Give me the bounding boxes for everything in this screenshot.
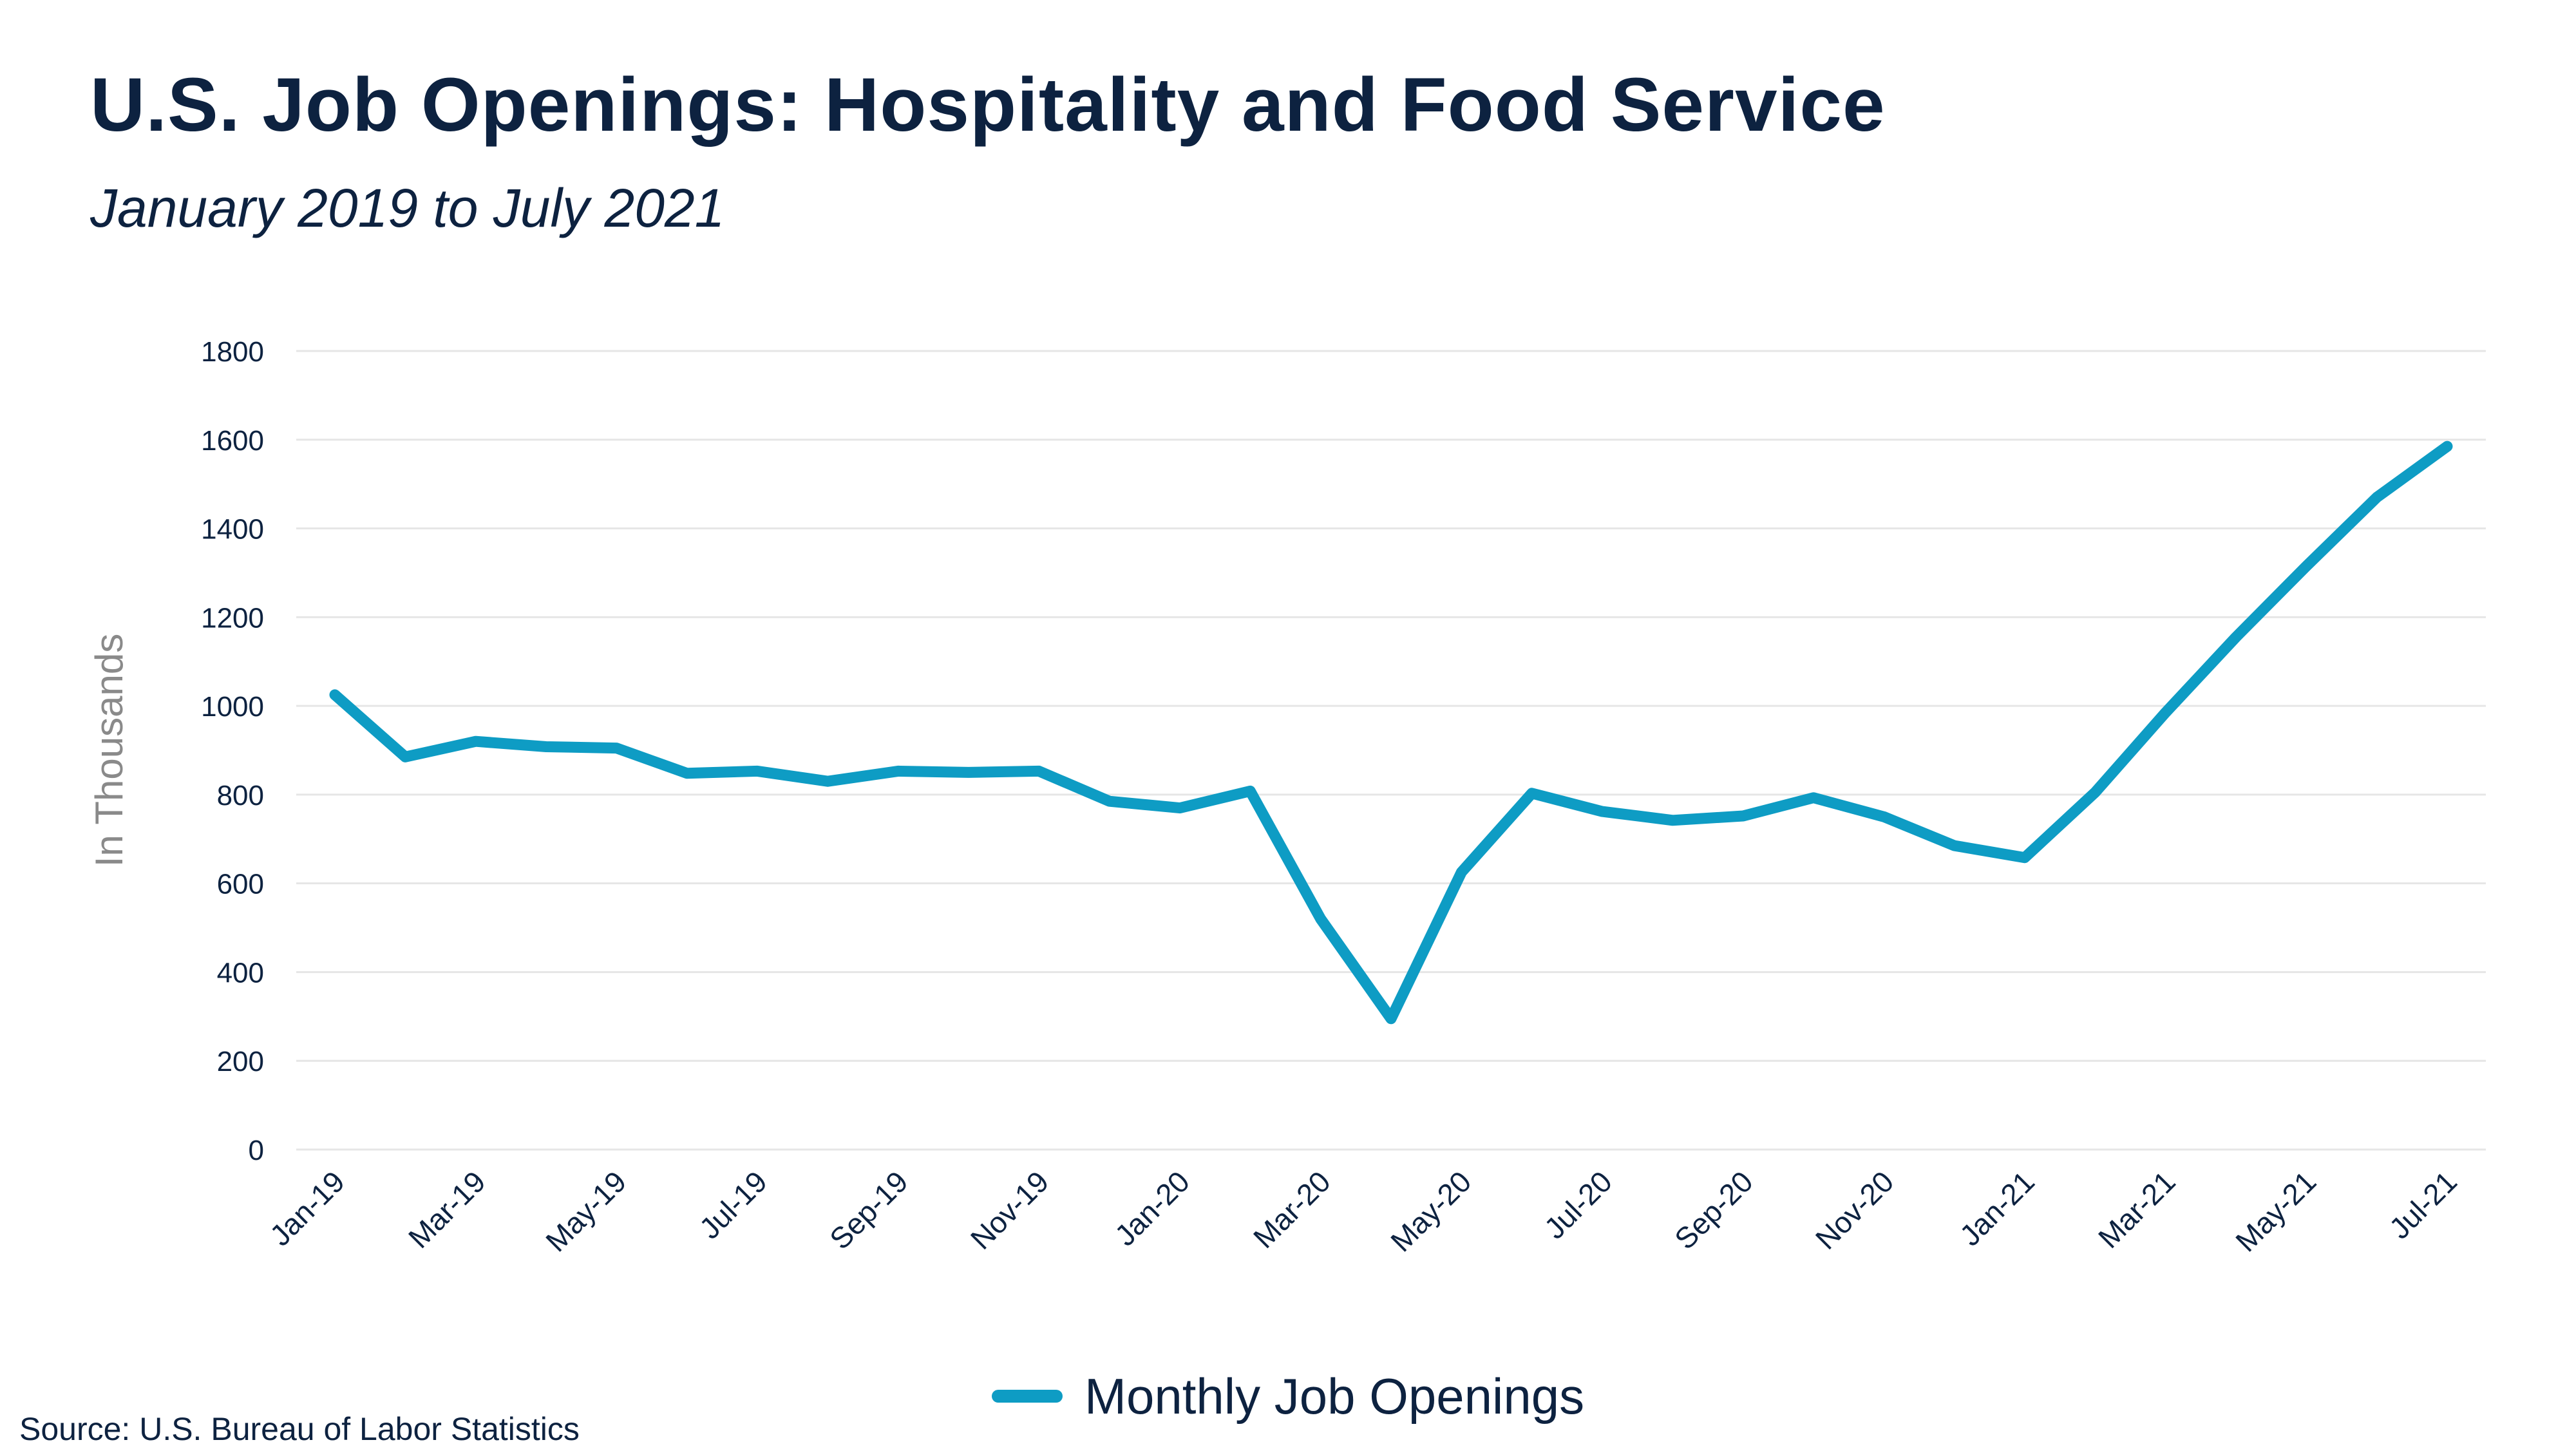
x-axis-ticks: Jan-19 Mar-19 May-19 Jul-19 Sep-19 Nov-19 Jan-… (263, 1164, 2463, 1258)
y-tick-label: 1400 (201, 514, 264, 545)
y-tick-label: 600 (217, 869, 264, 900)
x-tick-label: Nov-19 (964, 1164, 1056, 1256)
legend-swatch (992, 1390, 1063, 1403)
series-line (329, 440, 2453, 1025)
x-tick-label: May-19 (539, 1164, 632, 1258)
x-tick-label: Nov-20 (1809, 1164, 1900, 1256)
x-tick-label: May-20 (1384, 1164, 1477, 1258)
chart-title: U.S. Job Openings: Hospitality and Food … (90, 62, 1886, 147)
x-tick-label: Jul-19 (693, 1164, 773, 1245)
x-tick-label: Jan-20 (1108, 1164, 1196, 1252)
y-tick-label: 200 (217, 1046, 264, 1077)
source-note: Source: U.S. Bureau of Labor Statistics (19, 1411, 580, 1447)
x-tick-label: Jan-19 (263, 1164, 351, 1252)
y-tick-label: 1200 (201, 602, 264, 634)
x-tick-label: Jul-20 (1538, 1164, 1618, 1245)
x-tick-label: Mar-19 (402, 1164, 492, 1255)
y-tick-label: 800 (217, 780, 264, 811)
y-tick-label: 1000 (201, 691, 264, 723)
x-tick-label: Jan-21 (1953, 1164, 2041, 1252)
y-tick-label: 1600 (201, 425, 264, 457)
y-tick-label: 0 (249, 1135, 264, 1166)
line-chart: 0 200 400 600 800 1000 1200 1400 1600 1800 In Tho… (88, 336, 2486, 1258)
x-tick-label: Sep-20 (1668, 1164, 1759, 1256)
y-tick-label: 1800 (201, 336, 264, 368)
y-axis-label: In Thousands (88, 634, 131, 867)
chart-subtitle: January 2019 to July 2021 (90, 178, 725, 238)
x-tick-label: Mar-21 (2092, 1164, 2182, 1255)
series-group (329, 440, 2453, 1025)
x-tick-label: Jul-21 (2383, 1164, 2463, 1245)
x-tick-label: May-21 (2229, 1164, 2322, 1258)
grid-lines (296, 350, 2486, 1151)
y-axis-ticks: 0 200 400 600 800 1000 1200 1400 1600 1800 (201, 336, 264, 1166)
legend: Monthly Job Openings (992, 1364, 1584, 1428)
x-tick-label: Mar-20 (1247, 1164, 1337, 1255)
legend-label: Monthly Job Openings (1084, 1367, 1585, 1425)
y-tick-label: 400 (217, 957, 264, 989)
x-tick-label: Sep-19 (823, 1164, 914, 1256)
